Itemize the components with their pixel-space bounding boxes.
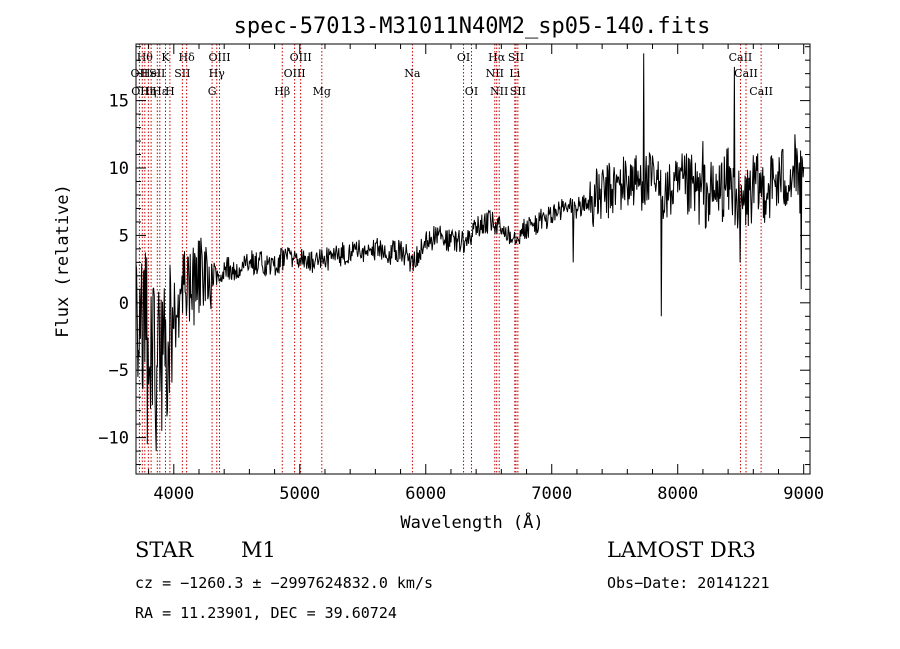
marker-label: OIII (290, 51, 312, 64)
marker-label: Hη (140, 85, 156, 98)
x-tick-label: 4000 (153, 484, 194, 504)
plot-frame (135, 43, 811, 475)
y-tick-label: 5 (119, 226, 129, 246)
marker-label: H (165, 85, 175, 98)
chart-title: spec-57013-M31011N40M2_sp05-140.fits (234, 14, 711, 39)
x-axis-label: Wavelength (Å) (400, 511, 543, 533)
y-tick-label: 15 (109, 92, 129, 112)
marker-label: Hε (152, 85, 168, 98)
marker-label: Hδ (179, 51, 196, 64)
y-tick-label: −5 (109, 361, 129, 381)
y-tick-label: 0 (119, 294, 129, 314)
x-tick-label: 7000 (531, 484, 572, 504)
line-markers: OIIOIIIHθHηHeISIIHεKHHδSIIGHγOIIIHβOIIIO… (131, 44, 773, 474)
survey-name: LAMOST DR3 (607, 538, 756, 562)
marker-label: OI (457, 51, 470, 64)
marker-label: CaII (729, 51, 753, 64)
x-tick-label: 5000 (279, 484, 320, 504)
marker-label: NII (490, 85, 508, 98)
marker-label: SII (174, 67, 190, 80)
redshift-text: cz = −1260.3 ± −2997624832.0 km/s (135, 574, 434, 592)
marker-label: OIII (284, 67, 306, 80)
marker-label: Hγ (209, 67, 226, 80)
marker-label: CaII (734, 67, 758, 80)
marker-label: Hβ (274, 85, 290, 98)
marker-label: K (161, 51, 170, 64)
marker-label: HeI (141, 67, 161, 80)
marker-label: OIII (131, 85, 153, 98)
ra-dec: RA = 11.23901, DEC = 39.60724 (135, 604, 397, 622)
object-class: STAR (135, 538, 194, 562)
marker-label: CaII (749, 85, 773, 98)
marker-label: Hα (488, 51, 506, 64)
marker-label: SII (510, 85, 526, 98)
marker-label: Hθ (137, 51, 154, 64)
y-axis-label: Flux (relative) (53, 184, 73, 338)
x-tick-label: 6000 (405, 484, 446, 504)
marker-label: SII (149, 67, 165, 80)
x-tick-label: 8000 (657, 484, 698, 504)
marker-label: Mg (313, 85, 331, 98)
obs-date: Obs−Date: 20141221 (607, 574, 770, 592)
marker-label: Li (509, 67, 520, 80)
marker-label: OIII (208, 51, 230, 64)
marker-label: OI (465, 85, 478, 98)
marker-label: SII (508, 51, 524, 64)
axis-ticks: 4000 5000 6000 7000 8000 9000 −10 −5 0 5 10 15 (98, 44, 824, 504)
marker-label: NII (486, 67, 504, 80)
y-tick-label: −10 (98, 429, 129, 449)
marker-label: Na (404, 67, 421, 80)
x-tick-label: 9000 (783, 484, 824, 504)
marker-label: G (208, 85, 217, 98)
object-subclass: M1 (241, 538, 276, 562)
spectrum-line (135, 53, 805, 452)
y-tick-label: 10 (109, 159, 129, 179)
spectrum-group (135, 53, 805, 452)
